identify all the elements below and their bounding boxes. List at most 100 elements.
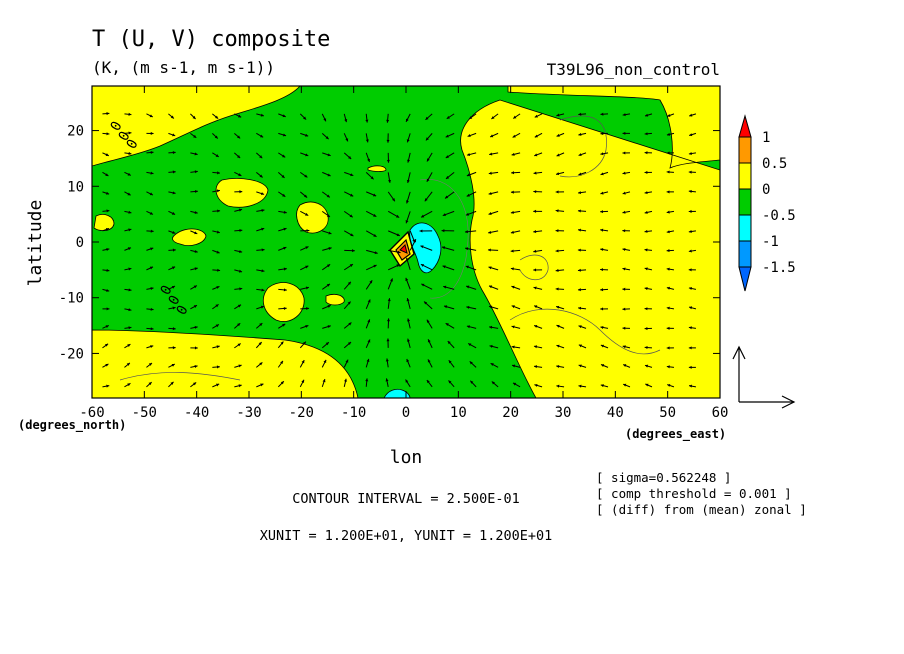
wind-vector (322, 152, 331, 157)
wind-vector (256, 305, 265, 310)
chart-title: T (U, V) composite (92, 27, 330, 52)
wind-vector (406, 298, 411, 309)
wind-vector (102, 227, 110, 232)
wind-vector (622, 287, 631, 291)
wind-vector (190, 113, 196, 120)
wind-vector (168, 327, 176, 331)
wind-vector (299, 341, 307, 349)
wind-vector (234, 171, 242, 177)
wind-vector (255, 341, 263, 349)
wind-vector (465, 285, 477, 290)
wind-vector (466, 305, 477, 310)
wind-vector (666, 230, 675, 234)
wind-vector (556, 324, 565, 329)
wind-vector (256, 227, 265, 232)
wind-vector (667, 113, 675, 117)
wind-vector (300, 132, 309, 137)
wind-vector (511, 152, 521, 156)
wind-vector (256, 113, 264, 117)
wind-vector (234, 304, 242, 310)
wind-vector (622, 247, 631, 251)
colorbar-swatch (738, 162, 752, 190)
wind-vector (386, 133, 390, 143)
positive-region-east (460, 86, 720, 398)
wind-vector (448, 380, 455, 388)
x-tick-label: -50 (132, 405, 157, 421)
wind-vector (420, 210, 433, 218)
wind-vector (168, 191, 176, 195)
wind-vector (321, 263, 331, 271)
wind-vector (491, 113, 499, 120)
wind-vector (299, 113, 307, 120)
wind-vector (212, 152, 220, 158)
wind-vector (443, 305, 455, 310)
wind-vector (510, 190, 521, 194)
wind-vector (124, 228, 132, 232)
positive-region-sw (92, 329, 359, 398)
wind-vector (322, 230, 332, 235)
wind-vector (534, 113, 543, 118)
wind-vector (387, 191, 396, 202)
wind-vector (689, 132, 697, 137)
wind-vector (343, 263, 354, 271)
wind-vector (688, 306, 697, 310)
x-tick-label: 10 (450, 405, 467, 421)
wind-vector (466, 152, 477, 156)
wind-vector (688, 189, 696, 193)
wind-vector (622, 229, 630, 233)
wind-vector (622, 364, 631, 368)
positive-island-5 (262, 282, 305, 322)
wind-vector (386, 338, 390, 348)
wind-vector (533, 324, 543, 329)
wind-vector (556, 344, 565, 349)
wind-vector (578, 364, 587, 368)
wind-vector (102, 152, 110, 157)
wind-vector (168, 381, 174, 388)
wind-vector (578, 344, 587, 349)
wind-vector (444, 191, 455, 199)
wind-vector (344, 249, 355, 253)
wind-vector (190, 249, 198, 253)
wind-vector (469, 361, 477, 368)
wind-vector (555, 249, 565, 253)
wind-vector (442, 265, 455, 271)
wind-vector (688, 365, 696, 369)
wind-vector (534, 383, 543, 388)
wind-vector (146, 381, 152, 388)
wind-vector (666, 151, 674, 155)
wind-vector (511, 171, 521, 175)
wind-vector (212, 303, 219, 310)
wind-vector (666, 249, 674, 253)
wind-vector (688, 249, 697, 253)
wind-vector (622, 326, 630, 330)
contour-interval: CONTOUR INTERVAL = 2.500E-01 (292, 491, 520, 507)
wind-vector (168, 132, 176, 137)
wind-vector (533, 230, 543, 234)
wind-vector (600, 228, 609, 232)
wind-vector (124, 382, 131, 388)
wind-vector (386, 318, 391, 329)
wind-vector (190, 170, 198, 174)
wind-vector (667, 384, 675, 388)
sigma-note: [ sigma=0.562248 ] (596, 470, 731, 485)
colorbar-swatch (738, 188, 752, 216)
wind-vector (445, 132, 455, 138)
wind-vector (300, 210, 309, 216)
wind-vector (406, 358, 411, 368)
wind-vector (556, 364, 565, 368)
positive-island-4 (93, 214, 115, 232)
unit-scale: XUNIT = 1.200E+01, YUNIT = 1.200E+01 (260, 528, 553, 544)
wind-vector (322, 325, 331, 329)
wind-vector (578, 152, 587, 156)
wind-vector (190, 189, 198, 194)
wind-vector (366, 249, 378, 255)
wind-vector (644, 191, 653, 195)
wind-vector (343, 322, 352, 329)
wind-vector (441, 246, 455, 251)
wind-vector (424, 191, 433, 202)
wind-vector (234, 190, 243, 194)
colorbar: 1 0.5 0 -0.5 -1 -1.5 (738, 114, 796, 292)
colorbar-label: -1 (762, 234, 779, 250)
wind-vector (102, 247, 110, 251)
wind-vector (644, 267, 653, 271)
